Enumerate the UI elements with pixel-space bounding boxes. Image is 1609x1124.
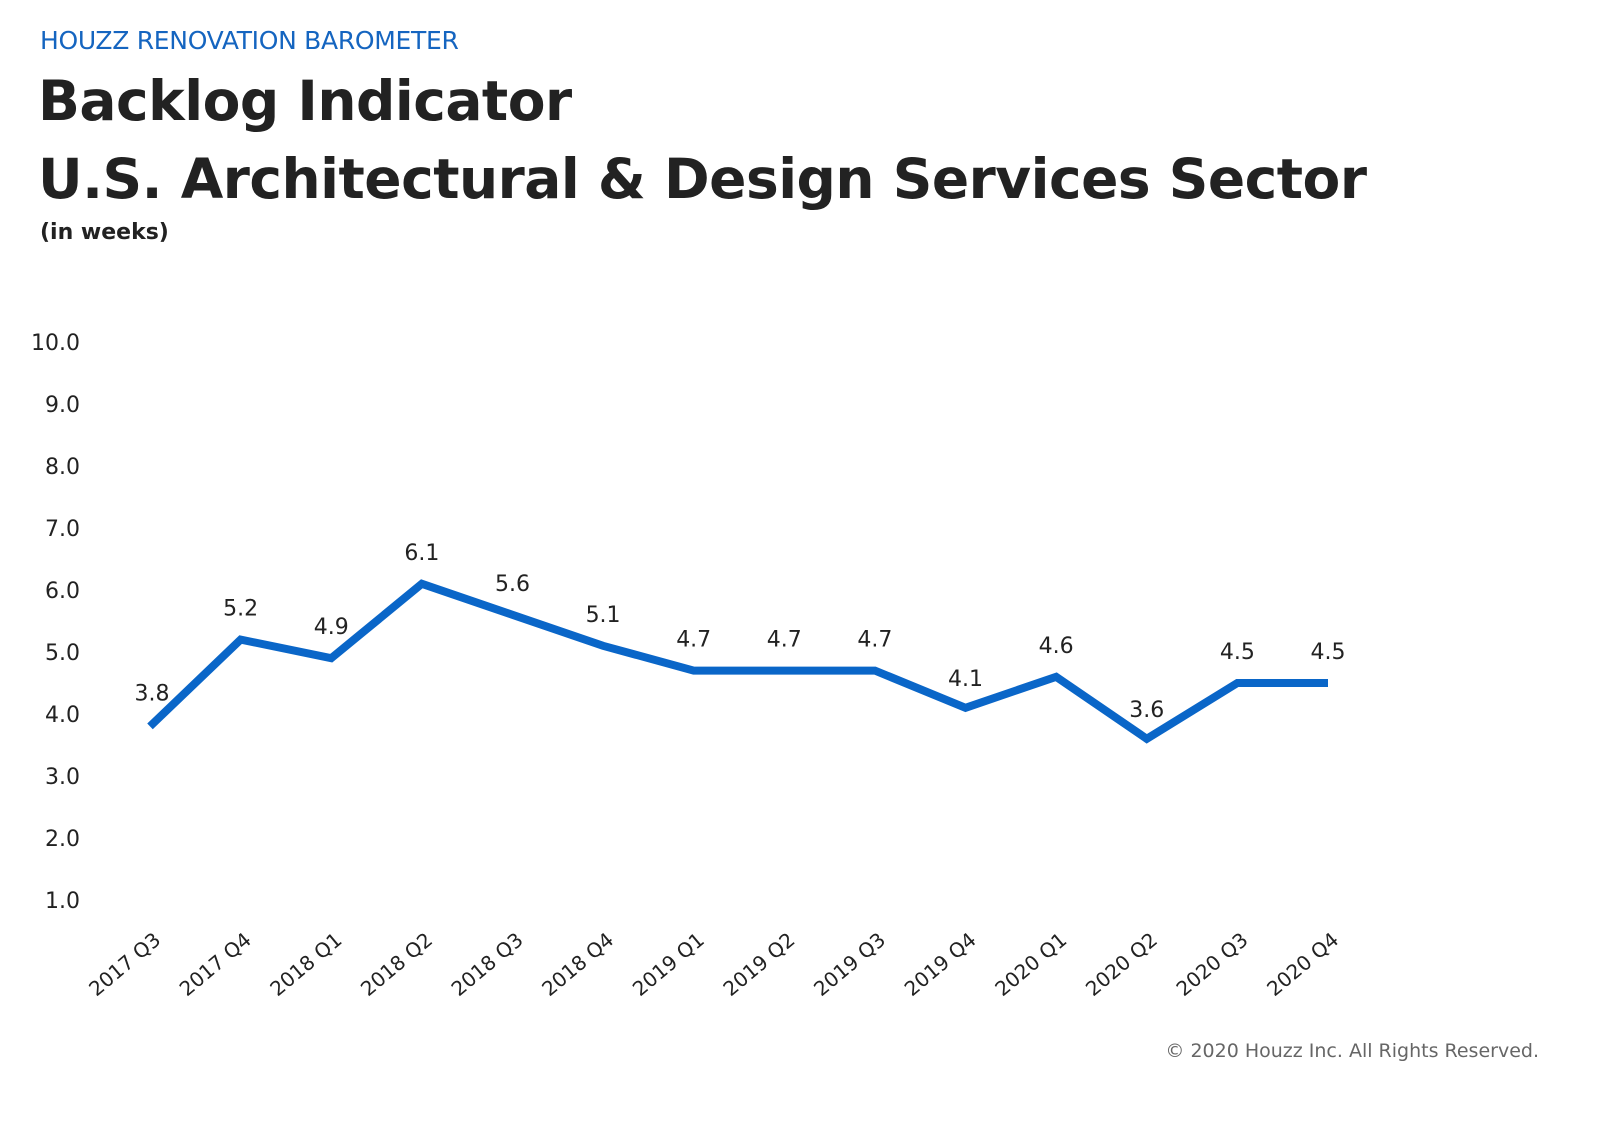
data-label: 4.9	[314, 615, 349, 640]
units-label: (in weeks)	[40, 220, 169, 245]
data-label: 3.8	[135, 681, 170, 706]
x-tick-label: 2017 Q4	[175, 927, 256, 1000]
chart-title: Backlog Indicator U.S. Architectural & D…	[38, 62, 1367, 218]
data-label: 4.5	[1220, 640, 1255, 665]
data-labels: 3.8 5.2 4.9 6.1 5.6 5.1 4.7 4.7 4.7 4.1 4.6 3.6 4.5 4…	[135, 541, 1346, 723]
y-axis: 10.0 9.0 8.0 7.0 6.0 5.0 4.0 3.0 2.0 1.0	[31, 331, 80, 914]
y-tick-label: 5.0	[45, 641, 80, 666]
series-line	[147, 579, 1328, 744]
x-tick-label: 2019 Q2	[718, 927, 799, 1000]
x-axis: 2017 Q3 2017 Q4 2018 Q1 2018 Q2 2018 Q3 2018 …	[84, 927, 1343, 1000]
y-tick-label: 4.0	[45, 703, 80, 728]
x-tick-label: 2019 Q4	[900, 927, 981, 1000]
report-kicker: HOUZZ RENOVATION BAROMETER	[40, 26, 459, 55]
x-tick-label: 2017 Q3	[84, 927, 165, 1000]
data-label: 4.7	[767, 628, 802, 653]
y-tick-label: 6.0	[45, 579, 80, 604]
y-tick-label: 2.0	[45, 827, 80, 852]
data-label: 4.7	[857, 628, 892, 653]
data-label: 4.7	[676, 628, 711, 653]
data-label: 5.2	[223, 597, 258, 622]
x-tick-label: 2018 Q3	[447, 927, 528, 1000]
data-label: 5.6	[495, 572, 530, 597]
y-tick-label: 9.0	[45, 393, 80, 418]
data-label: 4.1	[948, 667, 983, 692]
x-tick-label: 2020 Q4	[1262, 927, 1343, 1000]
x-tick-label: 2020 Q1	[990, 927, 1071, 1000]
x-tick-label: 2018 Q2	[356, 927, 437, 1000]
chart-title-line2: U.S. Architectural & Design Services Sec…	[38, 147, 1367, 211]
data-label: 6.1	[404, 541, 439, 566]
chart-title-line1: Backlog Indicator	[38, 69, 572, 133]
x-tick-label: 2018 Q1	[265, 927, 346, 1000]
y-tick-label: 3.0	[45, 765, 80, 790]
series-backlog	[147, 579, 1329, 744]
y-tick-label: 8.0	[45, 455, 80, 480]
data-label: 4.5	[1311, 640, 1346, 665]
x-tick-label: 2020 Q3	[1171, 927, 1252, 1000]
x-tick-label: 2019 Q1	[628, 927, 709, 1000]
x-tick-label: 2018 Q4	[537, 927, 618, 1000]
y-tick-label: 10.0	[31, 331, 80, 356]
copyright-footer: © 2020 Houzz Inc. All Rights Reserved.	[1165, 1040, 1539, 1062]
x-tick-label: 2019 Q3	[809, 927, 890, 1000]
y-tick-label: 7.0	[45, 517, 80, 542]
x-tick-label: 2020 Q2	[1081, 927, 1162, 1000]
data-label: 5.1	[586, 603, 621, 628]
y-tick-label: 1.0	[45, 889, 80, 914]
data-label: 4.6	[1039, 634, 1074, 659]
data-label: 3.6	[1129, 698, 1164, 723]
